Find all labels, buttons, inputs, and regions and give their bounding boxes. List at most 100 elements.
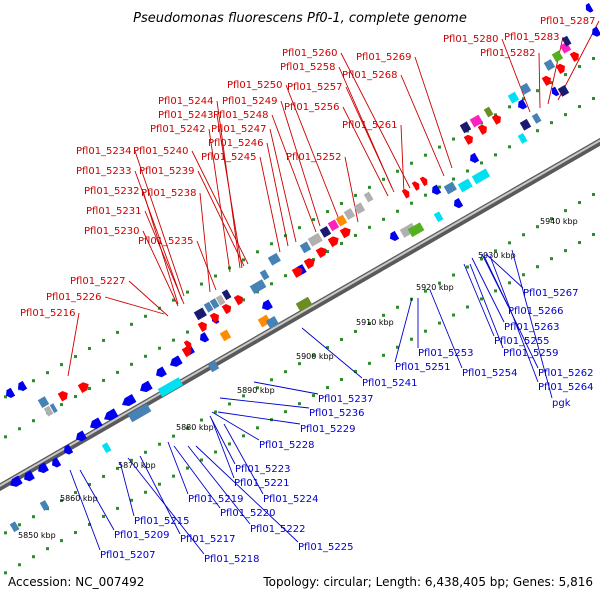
gene-label-top[interactable]: Pfl01_5248 — [213, 110, 269, 121]
gene-block[interactable] — [259, 269, 270, 281]
gene-label-top[interactable]: Pfl01_5227 — [70, 276, 126, 287]
gene-label-bottom[interactable]: Pfl01_5259 — [503, 348, 559, 359]
gene-reverse-arrow[interactable] — [16, 380, 28, 393]
gene-block[interactable] — [457, 178, 473, 193]
gene-label-bottom[interactable]: Pfl01_5236 — [309, 408, 365, 419]
gene-block[interactable] — [319, 225, 332, 238]
gene-block[interactable] — [127, 403, 152, 423]
gene-label-bottom[interactable]: Pfl01_5207 — [100, 550, 156, 561]
gene-reverse-arrow[interactable] — [88, 417, 103, 431]
gene-block[interactable] — [407, 222, 425, 238]
gene-label-bottom[interactable]: Pfl01_5253 — [418, 348, 474, 359]
gene-block[interactable] — [207, 360, 220, 373]
gene-label-bottom[interactable]: Pfl01_5228 — [259, 440, 315, 451]
gene-label-bottom[interactable]: Pfl01_5220 — [220, 508, 276, 519]
gene-block[interactable] — [343, 208, 356, 220]
gene-block[interactable] — [335, 214, 348, 227]
gene-label-top[interactable]: Pfl01_5280 — [443, 34, 499, 45]
gene-reverse-arrow[interactable] — [4, 387, 16, 400]
gene-label-top[interactable]: Pfl01_5240 — [133, 146, 189, 157]
gene-reverse-arrow[interactable] — [102, 408, 119, 423]
gene-block[interactable] — [249, 279, 267, 295]
gene-block[interactable] — [219, 329, 232, 342]
gene-label-bottom[interactable]: Pfl01_5217 — [180, 534, 236, 545]
gene-block[interactable] — [327, 219, 340, 232]
gene-block[interactable] — [265, 316, 279, 329]
gene-forward-arrow[interactable] — [197, 320, 209, 332]
gene-block[interactable] — [443, 181, 457, 195]
gene-label-bottom[interactable]: Pfl01_5225 — [298, 542, 354, 553]
gene-block[interactable] — [543, 59, 556, 71]
gene-forward-arrow[interactable] — [233, 293, 245, 306]
gene-label-top[interactable]: Pfl01_5268 — [342, 70, 398, 81]
gene-block[interactable] — [49, 403, 58, 414]
gene-label-top[interactable]: Pfl01_5256 — [284, 102, 340, 113]
gene-block[interactable] — [307, 232, 323, 247]
gene-label-top[interactable]: Pfl01_5258 — [280, 62, 336, 73]
gene-label-top[interactable]: Pfl01_5234 — [76, 146, 132, 157]
gene-label-top[interactable]: Pfl01_5250 — [227, 80, 283, 91]
gene-block[interactable] — [551, 50, 564, 63]
gene-label-top[interactable]: Pfl01_5257 — [287, 82, 343, 93]
gene-reverse-arrow[interactable] — [452, 198, 464, 210]
gene-label-top[interactable]: Pfl01_5239 — [139, 166, 195, 177]
gene-label-bottom[interactable]: pgk — [552, 398, 571, 409]
gene-block[interactable] — [9, 521, 20, 533]
gene-forward-arrow[interactable] — [183, 339, 194, 350]
gene-label-bottom[interactable]: Pfl01_5218 — [204, 554, 260, 565]
gene-label-bottom[interactable]: Pfl01_5262 — [538, 368, 594, 379]
gene-label-bottom[interactable]: Pfl01_5255 — [494, 336, 550, 347]
gene-forward-arrow[interactable] — [541, 74, 553, 87]
gene-reverse-arrow[interactable] — [74, 430, 87, 444]
gene-reverse-arrow[interactable] — [260, 299, 273, 312]
gene-label-top[interactable]: Pfl01_5231 — [86, 206, 142, 217]
gene-block[interactable] — [471, 168, 491, 185]
gene-reverse-arrow[interactable] — [154, 366, 167, 379]
gene-block[interactable] — [157, 377, 184, 397]
gene-reverse-arrow[interactable] — [50, 457, 62, 469]
gene-label-top[interactable]: Pfl01_5261 — [342, 120, 398, 131]
gene-label-bottom[interactable]: Pfl01_5215 — [134, 516, 190, 527]
gene-label-bottom[interactable]: Pfl01_5267 — [523, 288, 579, 299]
gene-block[interactable] — [209, 298, 220, 310]
gene-label-top[interactable]: Pfl01_5216 — [20, 308, 76, 319]
gene-forward-arrow[interactable] — [291, 265, 305, 278]
gene-label-bottom[interactable]: Pfl01_5263 — [504, 322, 560, 333]
gene-block[interactable] — [507, 91, 520, 104]
gene-label-bottom[interactable]: Pfl01_5222 — [250, 524, 306, 535]
gene-forward-arrow[interactable] — [463, 133, 475, 145]
gene-block[interactable] — [193, 307, 207, 321]
gene-block[interactable] — [469, 114, 483, 128]
gene-block[interactable] — [43, 405, 54, 417]
gene-forward-arrow[interactable] — [77, 380, 91, 393]
gene-block[interactable] — [299, 241, 312, 254]
gene-label-top[interactable]: Pfl01_5242 — [150, 124, 206, 135]
gene-reverse-arrow[interactable] — [198, 332, 210, 344]
gene-label-top[interactable]: Pfl01_5269 — [356, 52, 412, 63]
gene-block[interactable] — [221, 289, 232, 301]
gene-block[interactable] — [531, 112, 542, 124]
gene-block[interactable] — [101, 442, 112, 454]
gene-label-top[interactable]: Pfl01_5230 — [84, 226, 140, 237]
gene-label-bottom[interactable]: Pfl01_5251 — [395, 362, 451, 373]
gene-block[interactable] — [363, 191, 374, 203]
gene-reverse-arrow[interactable] — [516, 99, 528, 111]
gene-label-top[interactable]: Pfl01_5287 — [540, 16, 596, 27]
gene-label-bottom[interactable]: Pfl01_5241 — [362, 378, 418, 389]
gene-forward-arrow[interactable] — [327, 234, 341, 248]
gene-label-bottom[interactable]: Pfl01_5264 — [538, 382, 594, 393]
gene-forward-arrow[interactable] — [555, 62, 567, 74]
gene-forward-arrow[interactable] — [315, 245, 329, 259]
gene-reverse-arrow[interactable] — [120, 394, 137, 409]
gene-label-bottom[interactable]: Pfl01_5223 — [235, 464, 291, 475]
gene-block[interactable] — [39, 500, 50, 511]
gene-label-top[interactable]: Pfl01_5283 — [504, 32, 560, 43]
gene-block[interactable] — [399, 222, 417, 238]
gene-forward-arrow[interactable] — [401, 188, 412, 199]
gene-reverse-arrow[interactable] — [430, 184, 442, 197]
gene-label-top[interactable]: Pfl01_5233 — [76, 166, 132, 177]
gene-label-bottom[interactable]: Pfl01_5229 — [300, 424, 356, 435]
gene-forward-arrow[interactable] — [221, 302, 233, 315]
gene-label-top[interactable]: Pfl01_5235 — [138, 236, 194, 247]
gene-forward-arrow[interactable] — [57, 389, 70, 402]
